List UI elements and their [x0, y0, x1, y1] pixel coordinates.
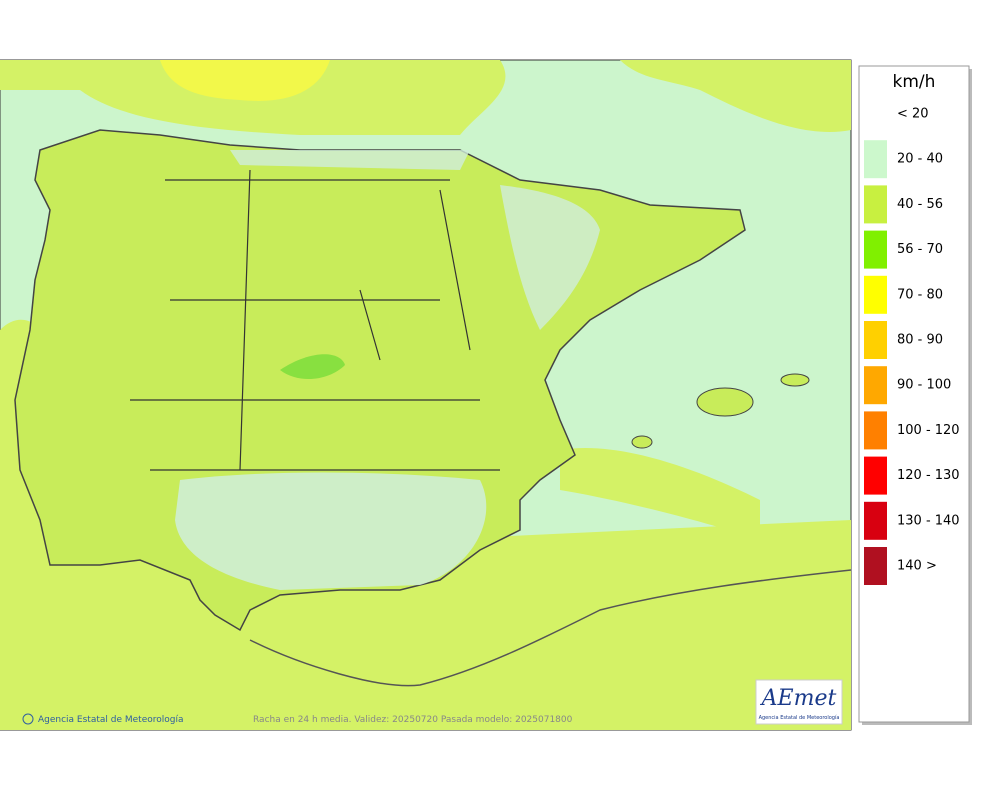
legend-swatch: [864, 140, 887, 179]
gust-zone: [280, 354, 345, 380]
legend-label: 56 - 70: [897, 242, 943, 257]
sea-wind-zone: [560, 448, 760, 540]
legend-swatch: [864, 230, 887, 269]
legend-swatch: [864, 411, 887, 450]
sea-wind-zone: [620, 60, 851, 132]
legend-swatch: [864, 456, 887, 495]
legend-label: 20 - 40: [897, 152, 943, 167]
legend-label: 80 - 90: [897, 333, 943, 348]
legend-label: 70 - 80: [897, 287, 943, 302]
region-borders: [130, 169, 500, 471]
legend-swatch: [864, 275, 887, 314]
caption: Racha en 24 h media. Validez: 20250720 P…: [253, 715, 573, 725]
legend-swatch: [864, 547, 887, 585]
legend-title: km/h: [893, 72, 936, 92]
calm-zone: [175, 472, 487, 590]
menorca: [780, 373, 810, 387]
legend-label: 140 >: [897, 559, 937, 574]
legend-label: 130 - 140: [897, 513, 960, 528]
legend-label: 90 - 100: [897, 378, 951, 393]
legend-swatch: [864, 321, 887, 359]
legend-label: 120 - 130: [897, 468, 960, 483]
legend-swatch: [864, 366, 887, 405]
logo-subtitle: Agencia Estatal de Meteorología: [759, 714, 840, 721]
legend-swatch: [864, 501, 887, 540]
legend-label: < 20: [897, 107, 929, 122]
copyright-icon: [22, 713, 34, 725]
strong-wind-zone: [160, 60, 330, 101]
calm-zone: [500, 185, 600, 330]
logo-box: [755, 679, 843, 725]
calm-zone: [230, 150, 470, 170]
africa-coast: [249, 569, 852, 687]
credit: Agencia Estatal de Meteorología: [38, 715, 184, 725]
legend-items: < 20 20 - 40 40 - 56 56 - 70 70 - 80 80 - 90 9…: [864, 107, 960, 585]
map: Agencia Estatal de Meteorología Racha en…: [0, 59, 852, 731]
logo: AEmet: [760, 686, 837, 711]
legend-label: 100 - 120: [897, 423, 960, 438]
legend-swatch: [864, 185, 887, 224]
ibiza: [631, 435, 653, 449]
mallorca: [696, 387, 754, 417]
legend-label: 40 - 56: [897, 197, 943, 212]
